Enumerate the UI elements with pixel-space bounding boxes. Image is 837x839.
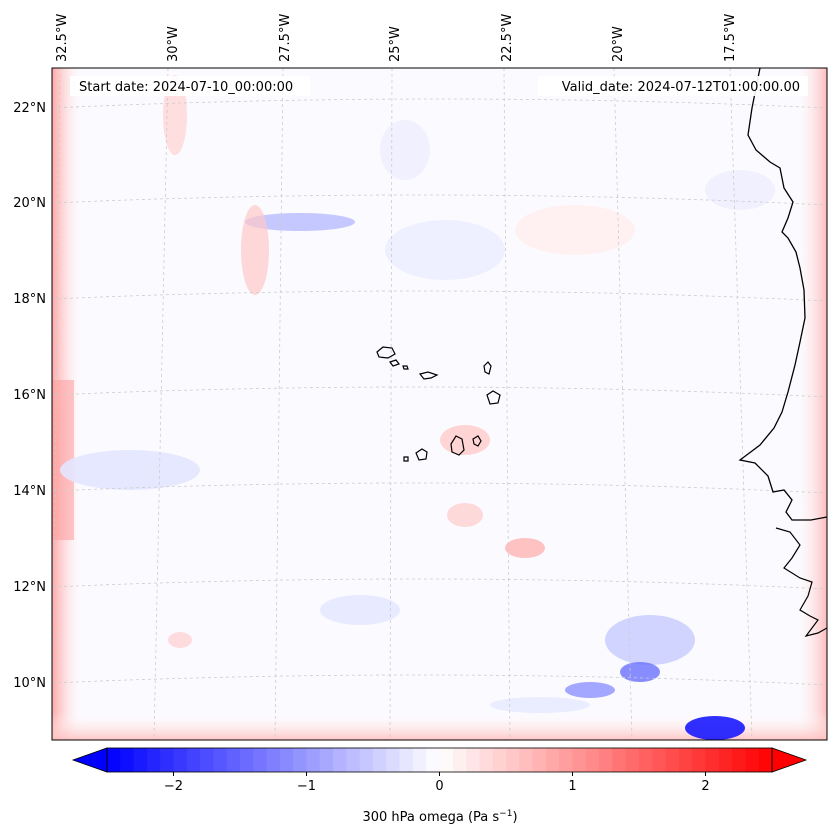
colorbar-cell [253,748,268,772]
colorbar-cell [452,748,467,772]
lat-tick-label: 12°N [13,580,46,595]
colorbar-max-arrow [771,747,808,773]
colorbar-cell [213,748,228,772]
colorbar-cell [572,748,587,772]
colorbar-cell [625,748,640,772]
guinea-coastline [775,527,827,637]
lat-tick-label: 14°N [13,484,46,499]
colorbar-cell [319,748,334,772]
lon-tick-label: 20°W [611,26,626,62]
colorbar-tick-label: 2 [701,779,709,794]
colorbar-cell [426,748,441,772]
lat-tick-label: 18°N [13,292,46,307]
colorbar-cell [293,748,308,772]
lon-tick-label: 22.5°W [500,14,515,62]
omega-field [52,68,827,740]
colorbar-cell [333,748,347,772]
colorbar-tick-label: −1 [297,779,316,794]
colorbar-cell [559,748,574,772]
colorbar-cell [745,748,760,772]
colorbar-cell [399,748,414,772]
colorbar-cell [279,748,294,772]
colorbar-cells [107,748,773,772]
valid-date-label: Valid_date: 2024-07-12T01:00:00.00 [562,80,800,95]
colorbar-cell [173,748,188,772]
colorbar-cell [306,748,321,772]
colorbar-cell [665,748,680,772]
colorbar-cell [466,748,480,772]
colorbar-cell [519,748,534,772]
colorbar-cell [359,748,374,772]
colorbar-cell [678,748,693,772]
colorbar-cell [705,748,720,772]
start-date-label: Start date: 2024-07-10_00:00:00 [79,80,293,95]
lat-tick-label: 16°N [13,388,46,403]
colorbar-cell [439,748,454,772]
colorbar-tick-label: 1 [568,779,576,794]
map-frame [51,67,828,741]
lon-tick-label: 25°W [388,26,403,62]
colorbar-cell [120,748,135,772]
colorbar-cell [732,748,746,772]
lon-tick-label: 27.5°W [278,14,293,62]
lon-tick-label: 30°W [166,26,181,62]
colorbar-tick-label: 0 [435,779,443,794]
lat-tick-label: 22°N [13,101,46,116]
colorbar-cell [186,748,201,772]
lat-tick-label: 20°N [13,196,46,211]
cape-verde-islands [376,346,501,462]
colorbar-cell [240,748,254,772]
colorbar-cell [373,748,387,772]
lon-tick-label: 32.5°W [55,14,70,62]
colorbar-cell [492,748,507,772]
colorbar-cell [479,748,494,772]
colorbar-cell [133,748,148,772]
colorbar-cell [412,748,427,772]
lon-tick-label: 17.5°W [723,14,738,62]
africa-coastline [738,68,827,521]
colorbar-cell [266,748,281,772]
colorbar-cell [226,748,241,772]
colorbar-cell [652,748,667,772]
colorbar-cell [758,748,773,772]
colorbar-min-arrow [71,747,108,773]
colorbar-cell [200,748,214,772]
colorbar-label: 300 hPa omega (Pa s−1) [362,809,517,825]
colorbar-cell [160,748,175,772]
graticule [52,68,827,740]
colorbar-tick-label: −2 [164,779,183,794]
colorbar-cell [386,748,401,772]
colorbar: −2 −1 0 1 2 [71,747,808,794]
colorbar-cell [692,748,707,772]
colorbar-cell [506,748,520,772]
colorbar-cell [545,748,560,772]
colorbar-cell [718,748,733,772]
colorbar-cell [585,748,600,772]
colorbar-cell [146,748,161,772]
colorbar-cell [599,748,613,772]
colorbar-cell [612,748,627,772]
colorbar-cell [639,748,653,772]
colorbar-cell [532,748,547,772]
colorbar-cell [346,748,361,772]
colorbar-cell [107,748,121,772]
lat-tick-label: 10°N [13,676,46,691]
